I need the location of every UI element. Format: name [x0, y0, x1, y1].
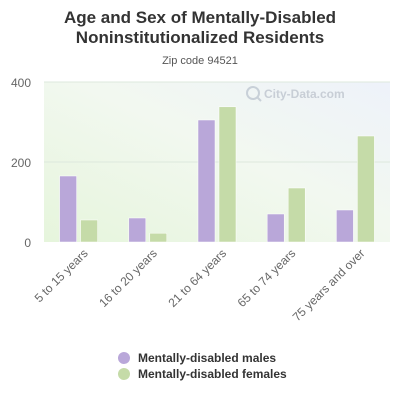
y-tick-label: 0 — [24, 236, 31, 250]
x-tick-label: 75 years and over — [290, 246, 368, 324]
bar-females-3 — [287, 187, 306, 243]
legend-item-males: Mentally-disabled males — [118, 350, 287, 366]
chart-subtitle: Zip code 94521 — [162, 55, 238, 67]
bar-males-2 — [197, 119, 216, 243]
bar-females-1 — [149, 232, 168, 243]
x-tick-label: 5 to 15 years — [32, 246, 91, 305]
chart-title-line-2: Noninstitutionalized Residents — [75, 28, 325, 47]
chart-title-line-1: Age and Sex of Mentally-Disabled — [63, 8, 337, 27]
legend-swatch-males — [118, 352, 130, 364]
bar-females-2 — [218, 106, 237, 243]
y-tick-label: 200 — [11, 156, 31, 170]
x-tick-label: 65 to 74 years — [235, 246, 299, 310]
legend-item-females: Mentally-disabled females — [118, 366, 287, 382]
bar-males-1 — [128, 217, 147, 243]
y-tick-label: 400 — [11, 76, 31, 90]
x-tick-label: 21 to 64 years — [165, 246, 229, 310]
bar-males-3 — [266, 213, 285, 243]
bar-females-4 — [357, 135, 375, 243]
legend-swatch-females — [118, 368, 130, 380]
legend-label-males: Mentally-disabled males — [138, 351, 277, 365]
bar-females-0 — [80, 219, 98, 243]
bar-males-4 — [336, 209, 354, 243]
bar-males-0 — [59, 175, 77, 243]
legend-label-females: Mentally-disabled females — [138, 367, 287, 381]
svg-text:City-Data.com: City-Data.com — [264, 87, 345, 101]
watermark: City-Data.com — [246, 86, 345, 102]
chart-legend: Mentally-disabled males Mentally-disable… — [118, 350, 287, 382]
chart-title: Age and Sex of Mentally-Disabled Noninst… — [0, 8, 400, 48]
x-tick-label: 16 to 20 years — [96, 246, 160, 310]
